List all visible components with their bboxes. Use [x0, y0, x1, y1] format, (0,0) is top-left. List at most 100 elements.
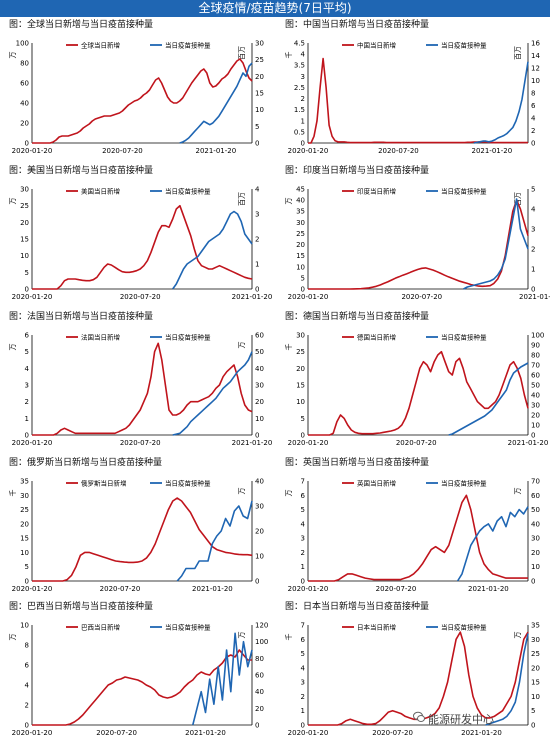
y-axis-label-right: 百万 [514, 46, 522, 60]
chart-panel-india: 图：印度当日新增与当日疫苗接种量 0 5 10 15 20 25 30 35 40 45 0 1 2 3 4… [282, 163, 550, 305]
series-line-cases [32, 497, 253, 582]
y-tick-label-left: 20 [20, 219, 29, 227]
y-axis-label-left: 万 [9, 52, 17, 59]
y-tick-label-right: 0 [531, 432, 535, 440]
y-tick-label-left: 3 [25, 382, 29, 390]
chart-title: 图：日本当日新增与当日疫苗接种量 [285, 602, 430, 612]
legend-label: 中国当日新增 [357, 41, 396, 50]
y-tick-label-right: 15 [255, 90, 264, 98]
y-tick-label-right: 3 [531, 226, 535, 234]
y-tick-label-left: 4.5 [294, 40, 305, 48]
y-tick-label-left: 2 [301, 549, 305, 557]
y-tick-label-left: 5 [25, 348, 29, 356]
x-tick-label: 2020-01-20 [12, 293, 53, 301]
chart-panel-uk: 图：英国当日新增与当日疫苗接种量 0 1 2 3 4 5 6 7 0 10 20 30 40 50 60 70… [282, 455, 550, 597]
y-tick-label-right: 0 [255, 286, 259, 294]
chart-title: 图：德国当日新增与当日疫苗接种量 [285, 312, 430, 322]
y-tick-label-left: 5 [301, 506, 305, 514]
y-tick-label-left: 7 [301, 478, 305, 486]
y-axis-label-right: 万 [514, 488, 522, 495]
y-tick-label-left: 4 [25, 682, 30, 690]
y-tick-label-right: 30 [531, 402, 540, 410]
y-tick-label-left: 10 [20, 549, 29, 557]
x-tick-label: 2020-07-20 [376, 585, 417, 593]
x-tick-label: 2021-01-20 [195, 147, 236, 155]
x-tick-label: 2020-07-20 [378, 147, 419, 155]
y-tick-label-right: 4 [255, 186, 260, 194]
y-tick-label-left: 0 [25, 432, 29, 440]
y-tick-label-right: 12 [531, 65, 540, 73]
y-tick-label-left: 0 [25, 722, 29, 730]
y-tick-label-right: 60 [255, 332, 264, 340]
y-tick-label-left: 40 [296, 197, 305, 205]
y-tick-label-right: 100 [531, 332, 544, 340]
series-line-cases [308, 350, 529, 436]
y-tick-label-left: 30 [296, 332, 305, 340]
chart-title: 图：中国当日新增与当日疫苗接种量 [285, 20, 430, 30]
x-tick-label: 2020-01-20 [288, 585, 329, 593]
x-tick-label: 2020-01-20 [12, 439, 53, 447]
x-tick-label: 2020-01-20 [288, 439, 329, 447]
chart-title: 图：印度当日新增与当日疫苗接种量 [285, 166, 430, 176]
x-tick-label: 2020-01-20 [12, 729, 53, 737]
legend-label: 日本当日新增 [357, 623, 396, 632]
legend-label: 俄罗斯当日新增 [81, 479, 127, 488]
y-tick-label-right: 2 [531, 127, 535, 135]
y-tick-label-right: 0 [531, 578, 535, 586]
y-tick-label-left: 1.5 [294, 106, 305, 114]
y-tick-label-right: 50 [531, 382, 540, 390]
legend-label: 德国当日新增 [357, 333, 396, 342]
series-line-cases [308, 199, 529, 290]
y-tick-label-right: 35 [531, 622, 540, 630]
y-tick-label-left: 60 [20, 80, 29, 88]
y-tick-label-left: 20 [296, 241, 305, 249]
y-tick-label-left: 20 [20, 520, 29, 528]
y-tick-label-right: 60 [531, 492, 540, 500]
y-tick-label-left: 15 [20, 236, 29, 244]
x-tick-label: 2020-07-20 [100, 585, 141, 593]
y-tick-label-left: 15 [20, 535, 29, 543]
y-tick-label-left: 5 [301, 415, 305, 423]
x-tick-label: 2021-01-20 [232, 439, 273, 447]
x-tick-label: 2020-07-20 [401, 293, 442, 301]
y-tick-label-right: 5 [531, 707, 535, 715]
y-axis-label-left: 千 [284, 344, 293, 351]
x-tick-label: 2020-01-20 [12, 585, 53, 593]
y-tick-label-left: 45 [296, 186, 305, 194]
y-tick-label-left: 2 [301, 693, 305, 701]
x-tick-label: 2020-01-20 [12, 147, 53, 155]
y-tick-label-right: 30 [531, 636, 540, 644]
x-tick-label: 2020-01-20 [288, 147, 329, 155]
y-tick-label-left: 3 [301, 73, 305, 81]
y-tick-label-left: 25 [296, 230, 305, 238]
series-line-cases [32, 342, 253, 436]
series-line-vaccine [179, 62, 253, 144]
y-tick-label-right: 5 [531, 186, 535, 194]
legend-label: 当日疫苗接种量 [441, 41, 487, 50]
y-tick-label-right: 40 [255, 688, 264, 696]
y-axis-label-left: 万 [9, 634, 17, 641]
y-tick-label-left: 4 [301, 51, 306, 59]
y-tick-label-left: 5 [301, 650, 305, 658]
y-tick-label-right: 10 [531, 563, 540, 571]
y-tick-label-right: 0 [531, 140, 535, 148]
y-tick-label-right: 2 [255, 236, 259, 244]
y-tick-label-left: 0 [301, 432, 305, 440]
x-tick-label: 2020-07-20 [372, 729, 413, 737]
y-tick-label-right: 0 [255, 432, 259, 440]
legend-label: 全球当日新增 [81, 41, 120, 50]
y-tick-label-left: 0 [25, 286, 29, 294]
y-tick-label-left: 15 [296, 252, 305, 260]
page-banner: 全球疫情/疫苗趋势(7日平均) [0, 0, 550, 17]
y-axis-label-right: 百万 [238, 192, 246, 206]
chart-title: 图：美国当日新增与当日疫苗接种量 [9, 166, 154, 176]
y-tick-label-right: 16 [531, 40, 540, 48]
y-tick-label-right: 20 [531, 664, 540, 672]
chart-title: 图：巴西当日新增与当日疫苗接种量 [9, 602, 154, 612]
y-tick-label-left: 25 [20, 202, 29, 210]
x-tick-label: 2021-01-20 [468, 585, 509, 593]
chart-svg: 0 0.5 1 1.5 2 2.5 3 3.5 4 4.5 0 2 4 6 8 10 12 14 16 千 百万 2020… [284, 40, 540, 156]
